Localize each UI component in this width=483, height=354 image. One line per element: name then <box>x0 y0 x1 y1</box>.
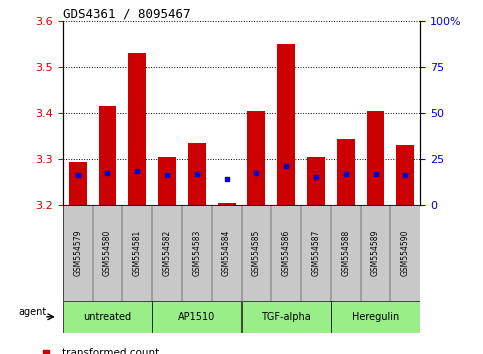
Text: GSM554588: GSM554588 <box>341 230 350 276</box>
Bar <box>331 301 420 333</box>
Text: GSM554589: GSM554589 <box>371 230 380 276</box>
Text: GSM554583: GSM554583 <box>192 230 201 276</box>
Bar <box>152 301 242 333</box>
Text: GSM554581: GSM554581 <box>133 230 142 276</box>
Bar <box>247 111 265 205</box>
Bar <box>158 157 176 205</box>
Text: GSM554587: GSM554587 <box>312 230 320 276</box>
Bar <box>99 106 116 205</box>
Text: transformed count: transformed count <box>61 348 159 354</box>
Bar <box>242 301 331 333</box>
Text: GSM554585: GSM554585 <box>252 230 261 276</box>
Text: GSM554586: GSM554586 <box>282 230 291 276</box>
Text: GSM554582: GSM554582 <box>163 230 171 276</box>
Bar <box>337 138 355 205</box>
Text: GDS4361 / 8095467: GDS4361 / 8095467 <box>63 7 190 20</box>
Bar <box>128 53 146 205</box>
Text: Heregulin: Heregulin <box>352 312 399 322</box>
Bar <box>367 111 384 205</box>
Bar <box>188 143 206 205</box>
Text: GSM554590: GSM554590 <box>401 230 410 276</box>
Text: GSM554579: GSM554579 <box>73 230 82 276</box>
Bar <box>63 301 152 333</box>
Text: AP1510: AP1510 <box>178 312 215 322</box>
Bar <box>307 157 325 205</box>
Text: GSM554584: GSM554584 <box>222 230 231 276</box>
Bar <box>69 161 86 205</box>
Text: agent: agent <box>19 307 47 317</box>
Bar <box>397 145 414 205</box>
Text: GSM554580: GSM554580 <box>103 230 112 276</box>
Bar <box>218 203 236 205</box>
Bar <box>277 44 295 205</box>
Text: TGF-alpha: TGF-alpha <box>261 312 311 322</box>
Text: untreated: untreated <box>84 312 131 322</box>
